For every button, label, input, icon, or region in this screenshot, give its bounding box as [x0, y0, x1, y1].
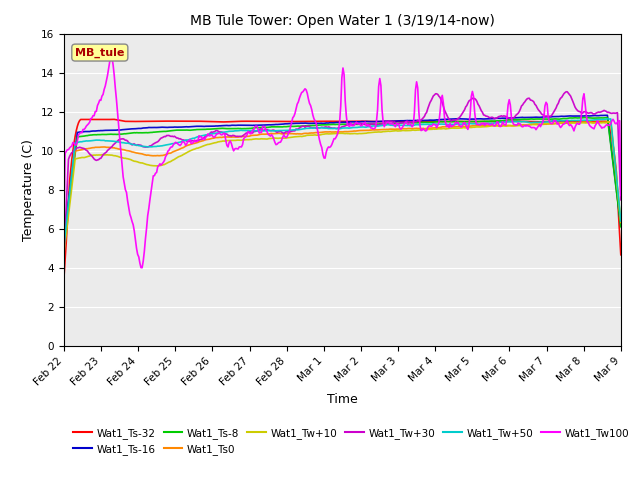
Y-axis label: Temperature (C): Temperature (C) — [22, 139, 35, 240]
Legend: Wat1_Ts-32, Wat1_Ts-16, Wat1_Ts-8, Wat1_Ts0, Wat1_Tw+10, Wat1_Tw+30, Wat1_Tw+50,: Wat1_Ts-32, Wat1_Ts-16, Wat1_Ts-8, Wat1_… — [69, 423, 633, 459]
Title: MB Tule Tower: Open Water 1 (3/19/14-now): MB Tule Tower: Open Water 1 (3/19/14-now… — [190, 14, 495, 28]
X-axis label: Time: Time — [327, 393, 358, 406]
Text: MB_tule: MB_tule — [75, 48, 125, 58]
